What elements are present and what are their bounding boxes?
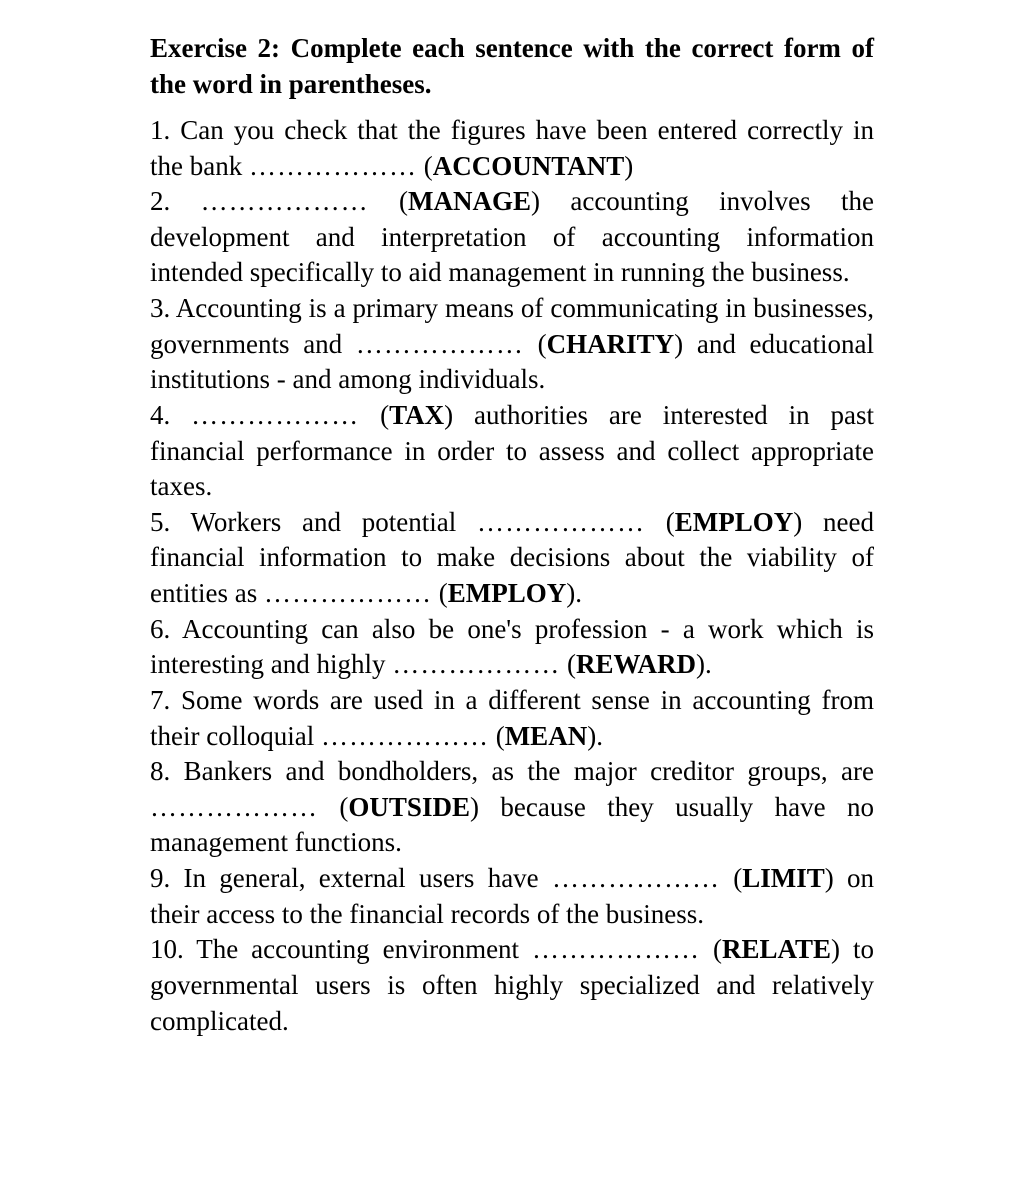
- item-word-2: EMPLOY: [448, 578, 567, 608]
- item-word: LIMIT: [742, 863, 825, 893]
- item-post: .: [705, 649, 712, 679]
- blank: ………………: [321, 721, 489, 751]
- item-word: ACCOUNTANT: [433, 151, 625, 181]
- blank: ………………: [477, 507, 645, 537]
- blank: ………………: [201, 186, 369, 216]
- item-num: 9: [150, 863, 164, 893]
- item-num: 10: [150, 934, 177, 964]
- item-num: 7: [150, 685, 164, 715]
- blank: ………………: [150, 792, 318, 822]
- item-word: TAX: [389, 400, 444, 430]
- item-num: 5: [150, 507, 164, 537]
- item-7: 7. Some words are used in a different se…: [150, 683, 874, 754]
- item-6: 6. Accounting can also be one's professi…: [150, 612, 874, 683]
- item-5: 5. Workers and potential ……………… (EMPLOY)…: [150, 505, 874, 612]
- item-pre: Workers and potential: [191, 507, 478, 537]
- blank: ………………: [356, 329, 524, 359]
- item-pre: In general, external users have: [184, 863, 552, 893]
- item-num: 3: [150, 293, 164, 323]
- item-word: CHARITY: [547, 329, 675, 359]
- blank: ………………: [264, 578, 432, 608]
- item-pre: Bankers and bondholders, as the major cr…: [184, 756, 874, 786]
- blank: ………………: [392, 649, 560, 679]
- item-word: OUTSIDE: [348, 792, 470, 822]
- item-pre: The accounting environment: [196, 934, 532, 964]
- item-post: .: [575, 578, 582, 608]
- blank: ………………: [191, 400, 359, 430]
- blank: ………………: [532, 934, 700, 964]
- item-num: 4: [150, 400, 164, 430]
- item-9: 9. In general, external users have ………………: [150, 861, 874, 932]
- item-word: EMPLOY: [675, 507, 794, 537]
- item-2: 2. ……………… (MANAGE) accounting involves t…: [150, 184, 874, 291]
- blank: ………………: [249, 151, 417, 181]
- item-4: 4. ……………… (TAX) authorities are interest…: [150, 398, 874, 505]
- item-num: 6: [150, 614, 164, 644]
- item-word: MEAN: [505, 721, 588, 751]
- exercise-body: 1. Can you check that the figures have b…: [150, 113, 874, 1039]
- item-num: 1: [150, 115, 164, 145]
- item-post: .: [596, 721, 603, 751]
- item-10: 10. The accounting environment ……………… (R…: [150, 932, 874, 1039]
- exercise-title: Exercise 2: Complete each sentence with …: [150, 30, 874, 103]
- item-num: 8: [150, 756, 164, 786]
- item-3: 3. Accounting is a primary means of comm…: [150, 291, 874, 398]
- item-1: 1. Can you check that the figures have b…: [150, 113, 874, 184]
- item-word: MANAGE: [408, 186, 531, 216]
- item-num: 2: [150, 186, 164, 216]
- item-word: RELATE: [722, 934, 831, 964]
- item-word: REWARD: [576, 649, 696, 679]
- blank: ………………: [552, 863, 720, 893]
- item-8: 8. Bankers and bondholders, as the major…: [150, 754, 874, 861]
